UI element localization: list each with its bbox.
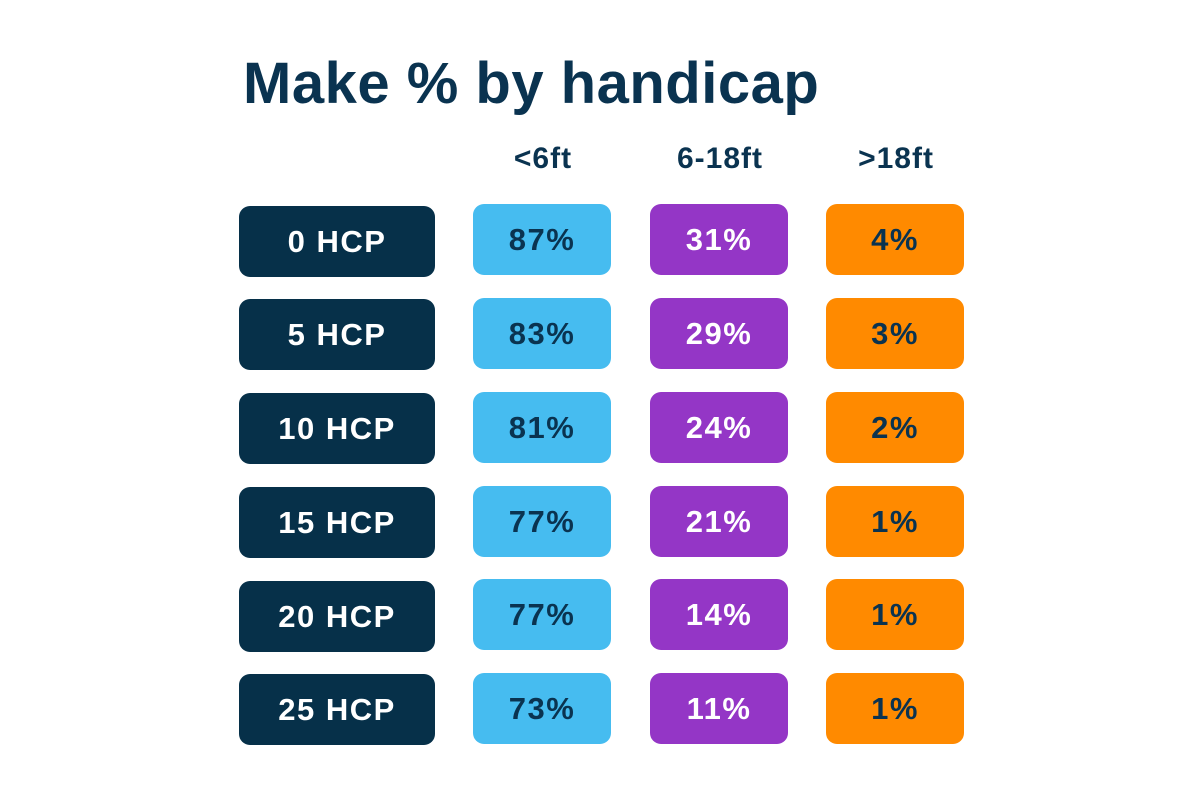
cell-15-hcp-over-18ft: 1%	[826, 486, 964, 557]
column-header-under-6ft: <6ft	[513, 142, 573, 175]
cell-20-hcp-6-18ft: 14%	[650, 579, 788, 650]
cell-15-hcp-under-6ft: 77%	[473, 486, 611, 557]
cell-25-hcp-under-6ft: 73%	[473, 673, 611, 744]
cell-20-hcp-over-18ft: 1%	[826, 579, 964, 650]
cell-10-hcp-under-6ft: 81%	[473, 392, 611, 463]
cell-5-hcp-6-18ft: 29%	[650, 298, 788, 369]
cell-5-hcp-over-18ft: 3%	[826, 298, 964, 369]
row-label-5-hcp: 5 HCP	[239, 299, 435, 370]
cell-0-hcp-6-18ft: 31%	[650, 204, 788, 275]
cell-25-hcp-over-18ft: 1%	[826, 673, 964, 744]
column-header-6-18ft: 6-18ft	[676, 142, 764, 175]
row-label-15-hcp: 15 HCP	[239, 487, 435, 558]
column-header-over-18ft: >18ft	[858, 142, 934, 175]
cell-5-hcp-under-6ft: 83%	[473, 298, 611, 369]
cell-0-hcp-over-18ft: 4%	[826, 204, 964, 275]
row-label-10-hcp: 10 HCP	[239, 393, 435, 464]
row-label-25-hcp: 25 HCP	[239, 674, 435, 745]
cell-0-hcp-under-6ft: 87%	[473, 204, 611, 275]
row-label-0-hcp: 0 HCP	[239, 206, 435, 277]
row-label-20-hcp: 20 HCP	[239, 581, 435, 652]
cell-10-hcp-over-18ft: 2%	[826, 392, 964, 463]
cell-10-hcp-6-18ft: 24%	[650, 392, 788, 463]
cell-25-hcp-6-18ft: 11%	[650, 673, 788, 744]
cell-15-hcp-6-18ft: 21%	[650, 486, 788, 557]
chart-title: Make % by handicap	[243, 51, 820, 116]
cell-20-hcp-under-6ft: 77%	[473, 579, 611, 650]
